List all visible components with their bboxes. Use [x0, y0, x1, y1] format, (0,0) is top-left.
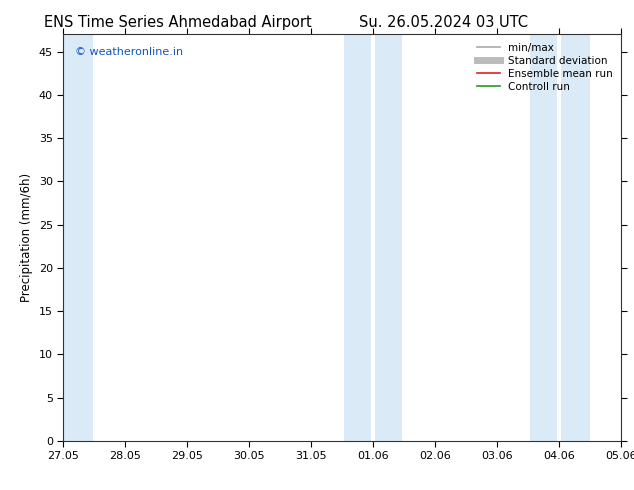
- Bar: [61, 34, 93, 441]
- Bar: [530, 34, 557, 441]
- Bar: [344, 34, 372, 441]
- Y-axis label: Precipitation (mm/6h): Precipitation (mm/6h): [20, 173, 34, 302]
- Text: Su. 26.05.2024 03 UTC: Su. 26.05.2024 03 UTC: [359, 15, 528, 30]
- Bar: [375, 34, 403, 441]
- Bar: [561, 34, 590, 441]
- Text: © weatheronline.in: © weatheronline.in: [75, 47, 183, 56]
- Text: ENS Time Series Ahmedabad Airport: ENS Time Series Ahmedabad Airport: [44, 15, 311, 30]
- Legend: min/max, Standard deviation, Ensemble mean run, Controll run: min/max, Standard deviation, Ensemble me…: [474, 40, 616, 95]
